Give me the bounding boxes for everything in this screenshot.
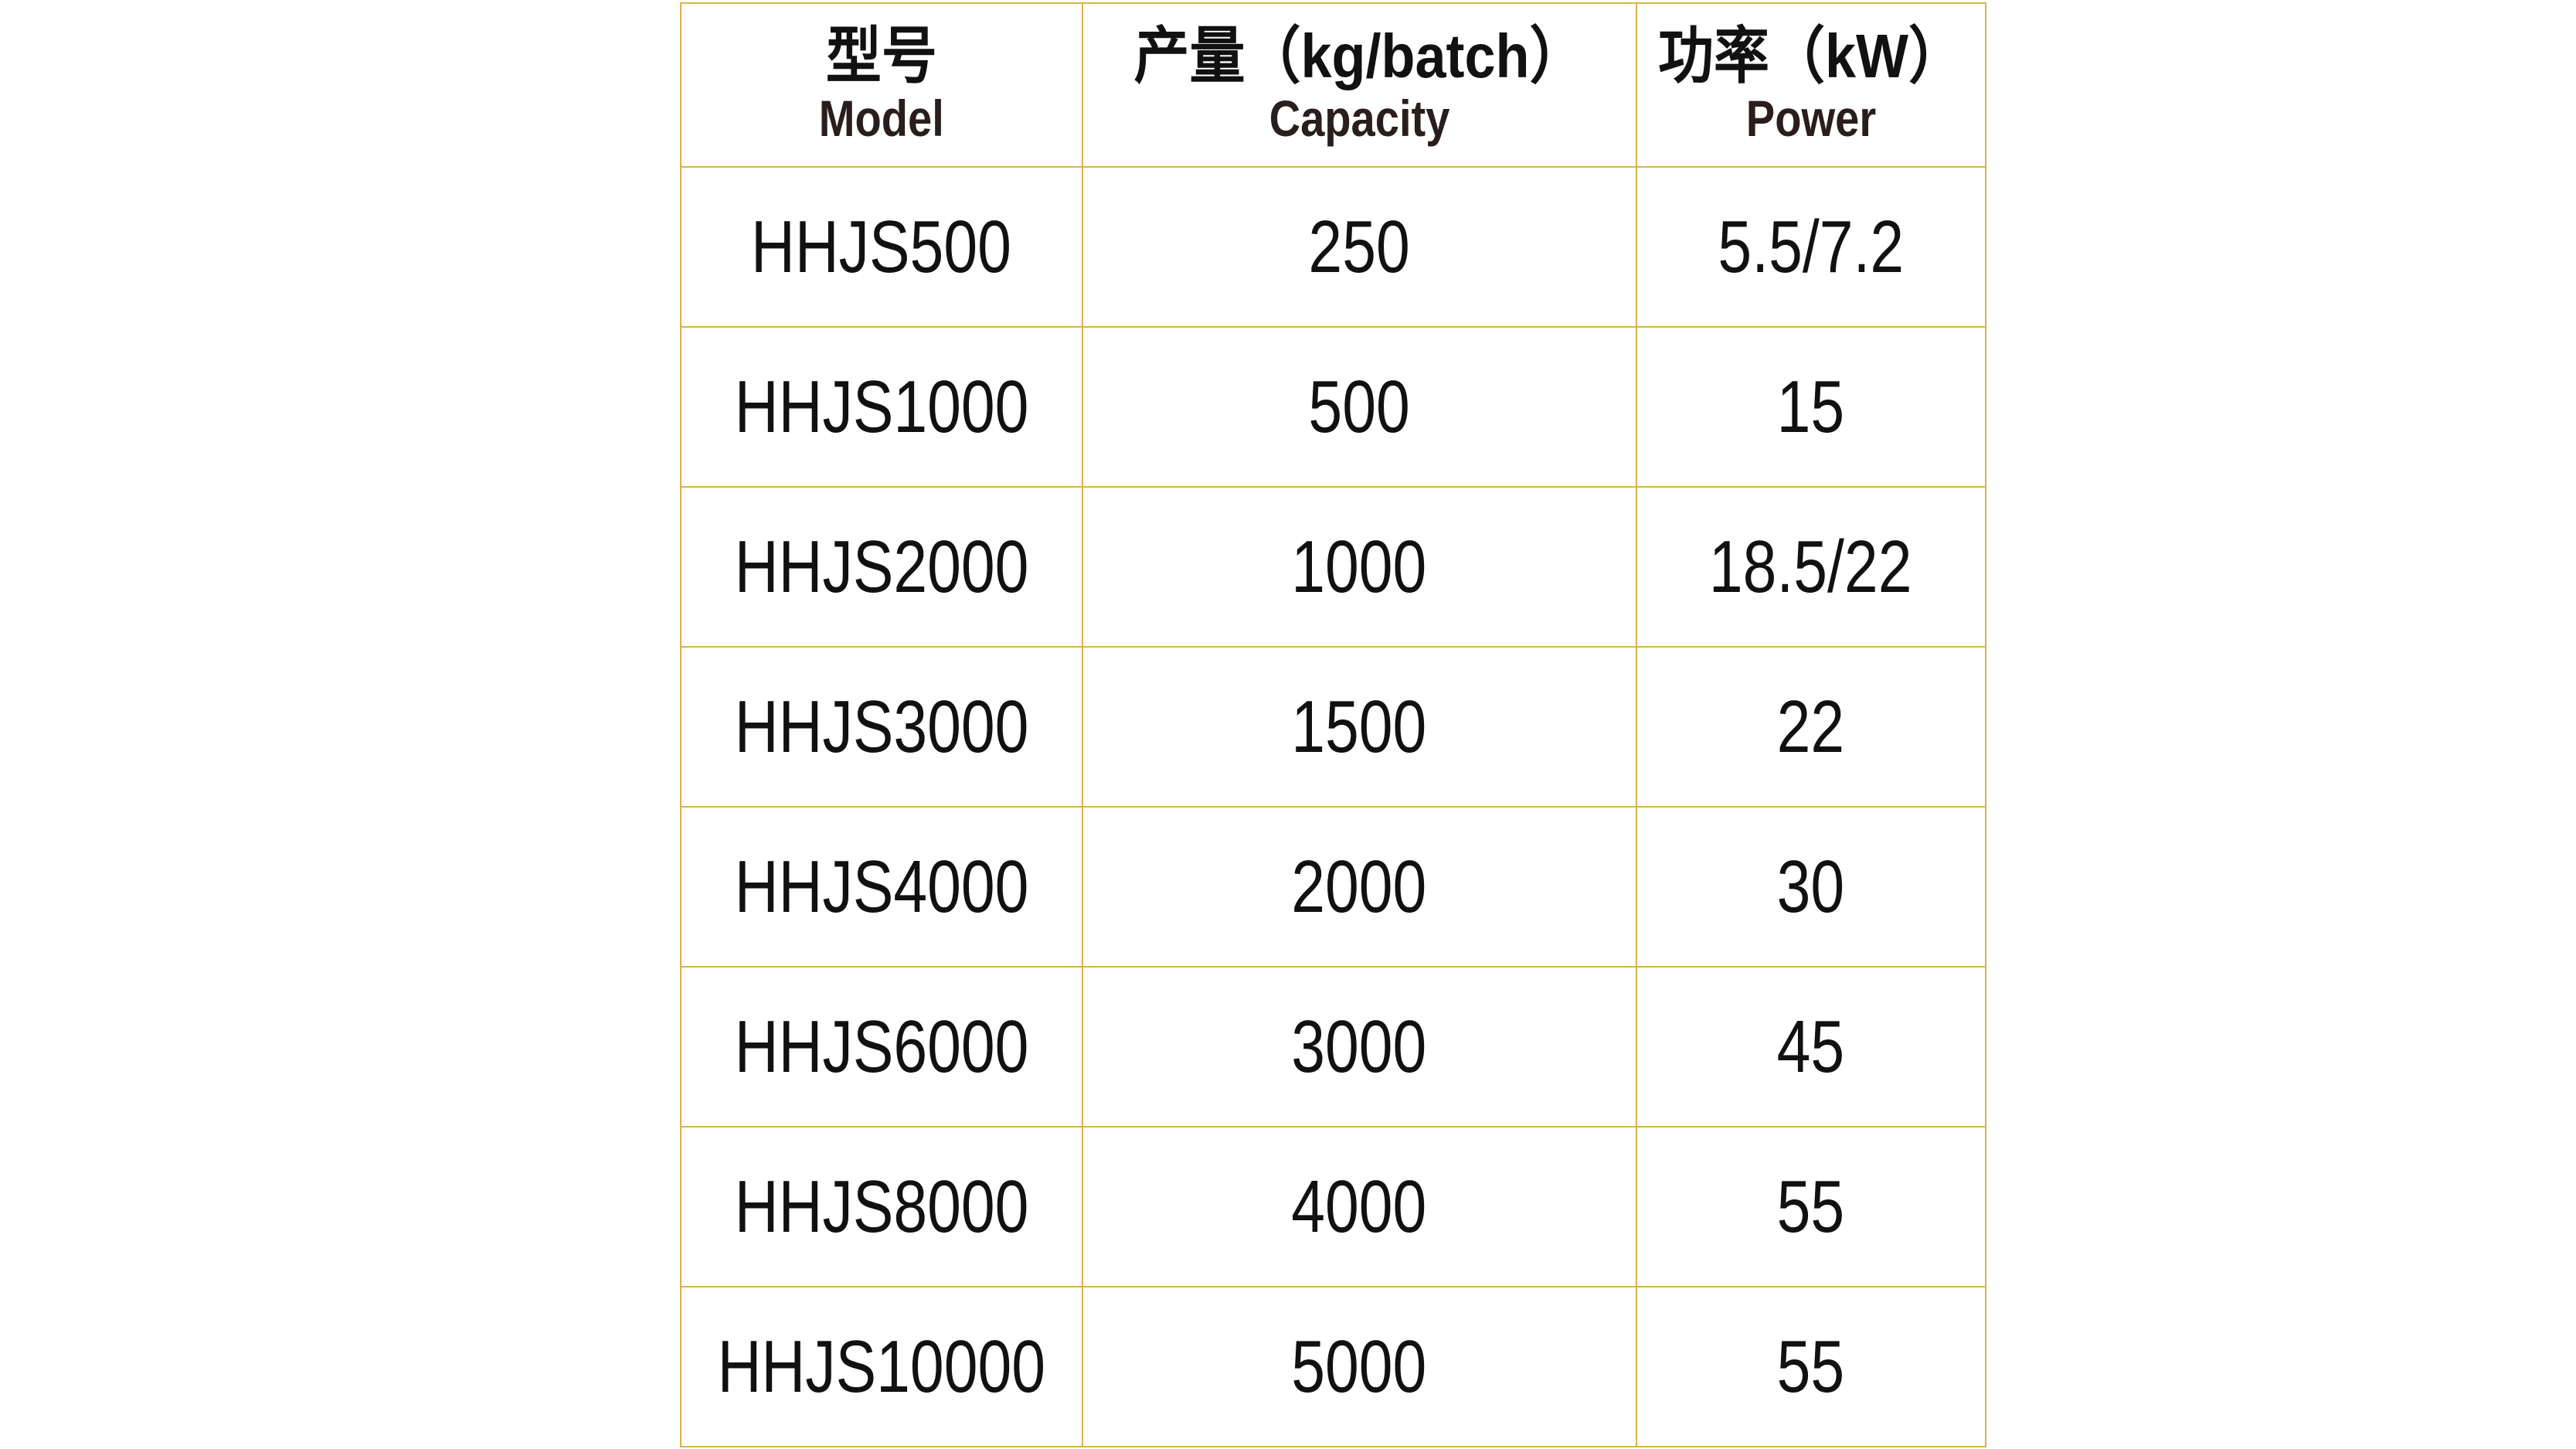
model-cell-text: HHJS3000	[734, 685, 1029, 768]
capacity-cell-text: 1500	[1291, 685, 1427, 768]
model-cell-text: HHJS10000	[717, 1325, 1046, 1408]
header-capacity-en: Capacity	[1269, 90, 1450, 147]
power-cell: 45	[1635, 966, 1986, 1128]
power-cell-text: 30	[1776, 845, 1845, 928]
power-cell-text: 15	[1776, 365, 1845, 448]
capacity-cell: 1500	[1081, 646, 1637, 808]
capacity-cell-text: 5000	[1291, 1325, 1427, 1408]
table-row: HHJS500 250 5.5/7.2	[680, 166, 1986, 328]
power-cell-text: 22	[1776, 685, 1845, 768]
power-cell: 55	[1635, 1286, 1986, 1447]
header-row: 型号 Model 产量（kg/batch） Capacity 功率（kW） Power	[680, 2, 1986, 168]
power-cell-text: 55	[1776, 1165, 1845, 1248]
capacity-cell-text: 500	[1308, 365, 1410, 448]
capacity-cell: 500	[1081, 326, 1637, 488]
model-cell: HHJS3000	[680, 646, 1083, 808]
capacity-cell: 1000	[1081, 486, 1637, 648]
model-cell-text: HHJS6000	[734, 1005, 1029, 1088]
table-row: HHJS4000 2000 30	[680, 806, 1986, 968]
table-row: HHJS6000 3000 45	[680, 966, 1986, 1128]
power-cell: 30	[1635, 806, 1986, 968]
capacity-cell-text: 1000	[1291, 525, 1427, 608]
spec-table: 型号 Model 产量（kg/batch） Capacity 功率（kW） Power…	[680, 2, 1986, 1447]
power-cell: 18.5/22	[1635, 486, 1986, 648]
capacity-cell: 4000	[1081, 1126, 1637, 1287]
header-capacity: 产量（kg/batch） Capacity	[1081, 2, 1637, 168]
header-capacity-zh: 产量（kg/batch）	[1133, 22, 1585, 90]
table-row: HHJS1000 500 15	[680, 326, 1986, 488]
power-cell-text: 18.5/22	[1709, 525, 1912, 608]
capacity-cell: 5000	[1081, 1286, 1637, 1447]
capacity-cell: 3000	[1081, 966, 1637, 1128]
capacity-cell-text: 4000	[1291, 1165, 1427, 1248]
table-row: HHJS2000 1000 18.5/22	[680, 486, 1986, 648]
model-cell: HHJS6000	[680, 966, 1083, 1128]
model-cell: HHJS10000	[680, 1286, 1083, 1447]
model-cell: HHJS1000	[680, 326, 1083, 488]
header-power-en: Power	[1745, 90, 1876, 147]
header-model-zh: 型号	[825, 22, 937, 90]
model-cell: HHJS2000	[680, 486, 1083, 648]
power-cell: 22	[1635, 646, 1986, 808]
model-cell-text: HHJS2000	[734, 525, 1029, 608]
header-model: 型号 Model	[680, 2, 1083, 168]
header-power-zh: 功率（kW）	[1657, 22, 1964, 90]
table-row: HHJS3000 1500 22	[680, 646, 1986, 808]
model-cell-text: HHJS4000	[734, 845, 1029, 928]
capacity-cell-text: 2000	[1291, 845, 1427, 928]
power-cell: 5.5/7.2	[1635, 166, 1986, 328]
model-cell-text: HHJS8000	[734, 1165, 1029, 1248]
model-cell: HHJS500	[680, 166, 1083, 328]
model-cell: HHJS8000	[680, 1126, 1083, 1287]
capacity-cell: 2000	[1081, 806, 1637, 968]
power-cell-text: 5.5/7.2	[1718, 205, 1904, 288]
model-cell: HHJS4000	[680, 806, 1083, 968]
table-row: HHJS8000 4000 55	[680, 1126, 1986, 1287]
model-cell-text: HHJS1000	[734, 365, 1029, 448]
power-cell: 55	[1635, 1126, 1986, 1287]
power-cell-text: 45	[1776, 1005, 1845, 1088]
header-power: 功率（kW） Power	[1635, 2, 1986, 168]
table-row: HHJS10000 5000 55	[680, 1286, 1986, 1447]
capacity-cell-text: 3000	[1291, 1005, 1427, 1088]
header-model-en: Model	[818, 90, 944, 147]
power-cell-text: 55	[1776, 1325, 1845, 1408]
capacity-cell-text: 250	[1308, 205, 1410, 288]
model-cell-text: HHJS500	[751, 205, 1012, 288]
power-cell: 15	[1635, 326, 1986, 488]
capacity-cell: 250	[1081, 166, 1637, 328]
